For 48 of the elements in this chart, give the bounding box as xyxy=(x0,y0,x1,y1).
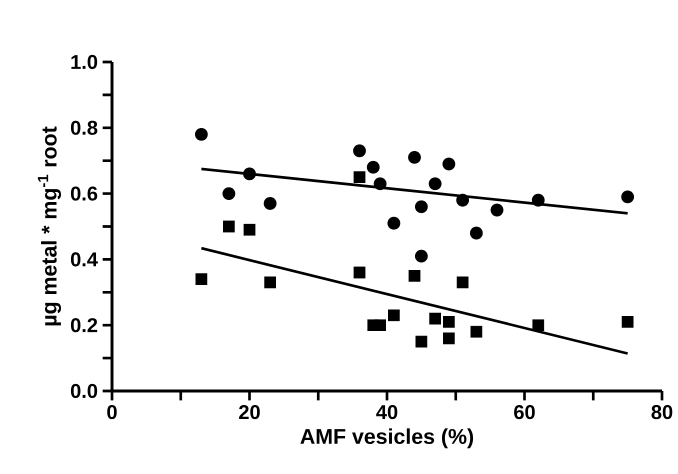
point xyxy=(443,332,455,344)
point xyxy=(414,200,428,214)
x-tick-label: 60 xyxy=(514,405,535,420)
point xyxy=(264,197,277,210)
x-tick-label: 0 xyxy=(107,405,117,420)
point xyxy=(470,326,482,338)
point xyxy=(223,220,235,232)
y-tick-label: 0.2 xyxy=(70,318,98,332)
point xyxy=(416,336,428,348)
point xyxy=(456,276,468,288)
point xyxy=(470,226,483,240)
point xyxy=(196,273,208,285)
point xyxy=(490,204,504,216)
point xyxy=(621,190,634,204)
x-tick-label: 40 xyxy=(376,405,398,420)
point xyxy=(243,167,256,180)
point xyxy=(532,194,545,207)
point xyxy=(442,158,456,170)
point xyxy=(374,177,387,190)
y-tick-label: 0.8 xyxy=(70,120,98,135)
x-tick-label: 20 xyxy=(239,405,260,420)
point xyxy=(366,160,380,174)
y-axis-title: µg metal * mg$^{-1}$ root xyxy=(38,126,61,326)
point xyxy=(374,319,386,332)
point xyxy=(194,128,208,141)
point xyxy=(622,316,634,328)
point xyxy=(264,276,276,288)
x-axis-title: AMF vesicles (%) xyxy=(300,428,474,448)
point xyxy=(387,216,400,230)
point xyxy=(429,312,441,324)
point xyxy=(244,224,256,236)
point xyxy=(353,144,366,158)
point xyxy=(532,319,544,332)
point xyxy=(222,187,236,200)
point xyxy=(388,309,400,322)
y-tick-label: 0.4 xyxy=(70,252,98,266)
point xyxy=(428,177,442,190)
point xyxy=(443,316,455,328)
point xyxy=(354,266,366,278)
point xyxy=(414,250,428,263)
x-tick-label: 80 xyxy=(652,405,672,420)
point xyxy=(354,171,366,184)
y-tick-label: 0.6 xyxy=(70,186,98,201)
y-tick-label: 1.0 xyxy=(71,54,98,70)
y-tick-label: 0.0 xyxy=(70,384,98,398)
point xyxy=(408,151,421,164)
point xyxy=(456,194,470,207)
point xyxy=(408,270,420,282)
